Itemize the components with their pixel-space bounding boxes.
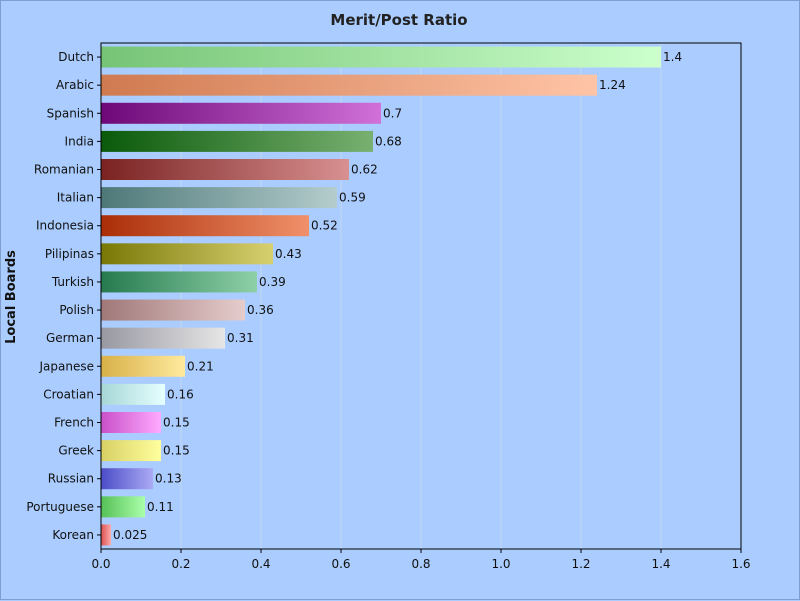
bar-russian [101,468,153,490]
bar-romanian [101,159,349,180]
category-label: Spanish [47,106,94,120]
value-label: 0.39 [259,275,286,289]
value-label: 0.15 [163,416,190,430]
x-tick-label: 0.6 [331,557,350,571]
value-label: 0.43 [275,247,302,261]
chart-title: Merit/Post Ratio [330,11,467,29]
category-label: Indonesia [36,219,94,233]
category-label: Russian [48,472,94,486]
value-label: 0.31 [227,331,254,345]
bar-japanese [101,355,185,377]
x-tick-label: 1.2 [571,557,590,571]
bar-greek [101,440,161,462]
category-label: German [46,331,94,345]
category-label: Korean [52,528,94,542]
x-tick-label: 1.6 [731,557,750,571]
bar-spanish [101,102,381,124]
value-label: 0.52 [311,219,338,233]
bar-portuguese [101,496,145,518]
x-tick-label: 0.2 [171,557,190,571]
x-tick-label: 1.4 [651,557,670,571]
bar-indonesia [101,215,309,237]
bar-polish [101,299,245,321]
value-label: 0.21 [187,359,214,373]
value-label: 0.68 [375,134,402,148]
value-label: 0.36 [247,303,274,317]
value-label: 0.62 [351,163,378,177]
plot-frame [100,42,742,550]
category-label: French [54,416,94,430]
category-label: Turkish [51,275,94,289]
category-label: Portuguese [26,500,94,514]
y-axis-label: Local Boards [4,250,19,344]
x-tick-label: 0.8 [411,557,430,571]
value-label: 0.025 [113,528,147,542]
category-label: Polish [59,303,94,317]
category-label: Greek [58,444,94,458]
category-label: Arabic [56,78,94,92]
bar-india [101,130,373,152]
category-label: Romanian [34,163,94,177]
bar-italian [101,187,337,209]
value-label: 1.4 [663,50,682,64]
bar-dutch [101,46,661,68]
category-label: Croatian [43,387,94,401]
value-label: 1.24 [599,78,626,92]
category-label: Japanese [39,359,95,373]
value-label: 0.16 [167,387,194,401]
bar-german [101,327,225,349]
bar-arabic [101,74,597,96]
bar-french [101,412,161,433]
value-label: 0.11 [147,500,174,514]
category-label: Dutch [58,50,94,64]
bar-turkish [101,271,257,293]
x-tick-label: 1.0 [491,557,510,571]
category-label: Pilipinas [45,247,94,261]
bar-korean [101,524,111,546]
value-label: 0.7 [383,106,402,120]
category-label: India [65,134,94,148]
plot-area: Dutch 1.4 Arabic 1.24 Spanish 0.7 India 0.68 Rom… [26,42,751,571]
category-label: Italian [57,191,94,205]
bar-croatian [101,383,165,405]
bar-pilipinas [101,243,273,265]
value-label: 0.15 [163,444,190,458]
x-tick-label: 0.0 [91,557,110,571]
x-tick-label: 0.4 [251,557,270,571]
value-label: 0.59 [339,191,366,205]
value-label: 0.13 [155,472,182,486]
